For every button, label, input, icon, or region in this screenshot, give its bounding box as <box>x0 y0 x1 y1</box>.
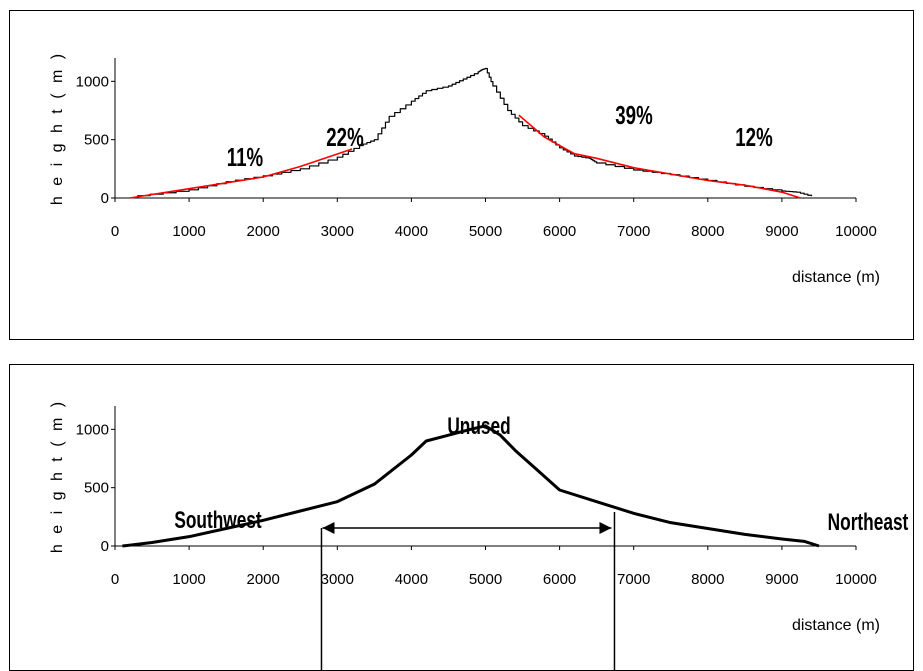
top-x-axis-label: distance (m) <box>792 269 880 286</box>
unused-range-marker <box>320 512 616 671</box>
bottom-panel-frame <box>9 364 914 671</box>
top-x-tick-label: 5000 <box>469 223 502 240</box>
bottom-x-tick-label: 6000 <box>543 571 576 588</box>
bottom-x-tick-label: 9000 <box>765 571 798 588</box>
bottom-series-group <box>122 424 820 548</box>
bottom-y-tick-label: 500 <box>84 480 109 497</box>
bottom-x-axis-label: distance (m) <box>792 617 880 634</box>
top-x-tick-label: 6000 <box>543 223 576 240</box>
top-x-tick-label: 0 <box>111 223 119 240</box>
region-label-unused: Unused <box>447 413 510 439</box>
top-y-axis-label: h e i g h t ( m ) <box>49 51 66 205</box>
range-arrowhead-right <box>599 522 612 534</box>
top-series-fit-2 <box>518 114 801 199</box>
slope-label-11: 11% <box>227 142 263 172</box>
top-y-tick-label: 500 <box>84 132 109 149</box>
top-y-tick-label: 1000 <box>76 73 109 90</box>
top-panel-frame <box>9 10 914 340</box>
bottom-x-tick-label: 7000 <box>617 571 650 588</box>
top-y-tick-label: 0 <box>101 190 109 207</box>
bottom-y-tick-label: 0 <box>101 538 109 555</box>
top-axis-ticks: 0 1000 2000 3000 4000 5000 6000 7000 8000 9000 100… <box>76 73 877 240</box>
top-series-fit-1 <box>129 148 353 199</box>
top-series-profile-0 <box>137 67 813 197</box>
bottom-axis-ticks: 0 1000 2000 3000 4000 5000 6000 7000 8000 9000 100… <box>76 421 877 588</box>
region-label-southwest: Southwest <box>174 507 261 533</box>
top-chart: 0 1000 2000 3000 4000 5000 6000 7000 8000 9000 100… <box>49 51 880 286</box>
bottom-x-tick-label: 5000 <box>469 571 502 588</box>
bottom-x-tick-label: 4000 <box>395 571 428 588</box>
slope-label-22: 22% <box>326 122 363 152</box>
range-arrowhead-left <box>322 522 335 534</box>
top-x-tick-label: 7000 <box>617 223 650 240</box>
top-x-tick-label: 3000 <box>321 223 354 240</box>
top-x-tick-label: 9000 <box>765 223 798 240</box>
top-x-tick-label: 8000 <box>691 223 724 240</box>
bottom-series-profile-0 <box>122 424 820 548</box>
top-x-tick-label: 10000 <box>835 223 877 240</box>
bottom-x-tick-label: 0 <box>111 571 119 588</box>
slope-label-39: 39% <box>615 100 652 130</box>
bottom-chart: 0 1000 2000 3000 4000 5000 6000 7000 8000 9000 100… <box>49 399 908 671</box>
top-x-tick-label: 2000 <box>247 223 280 240</box>
top-series-group <box>129 67 813 199</box>
region-label-northeast: Northeast <box>828 509 909 535</box>
slope-label-12: 12% <box>735 122 772 152</box>
top-x-tick-label: 4000 <box>395 223 428 240</box>
bottom-y-axis-label: h e i g h t ( m ) <box>49 399 66 553</box>
bottom-x-tick-label: 10000 <box>835 571 877 588</box>
bottom-x-tick-label: 2000 <box>247 571 280 588</box>
bottom-x-tick-label: 1000 <box>172 571 205 588</box>
bottom-x-tick-label: 8000 <box>691 571 724 588</box>
top-x-tick-label: 1000 <box>172 223 205 240</box>
bottom-y-tick-label: 1000 <box>76 421 109 438</box>
bottom-x-tick-label: 3000 <box>321 571 354 588</box>
